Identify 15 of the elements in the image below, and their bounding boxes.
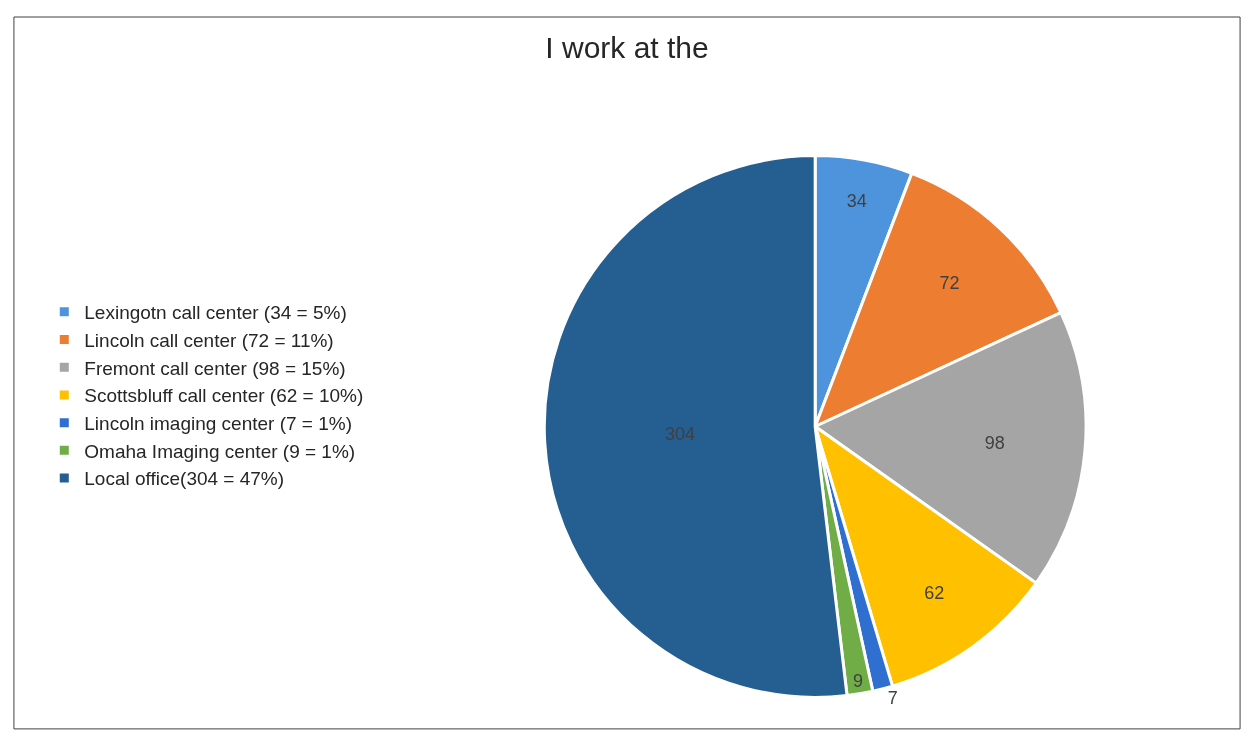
data-label: 9 [852,671,863,692]
data-label: 62 [924,582,945,603]
legend-label: Lincoln call center (72 = 11%) [84,329,334,351]
data-label: 98 [984,432,1005,453]
legend-label: Scottsbluff call center (62 = 10%) [84,385,364,407]
data-label: 304 [664,424,695,445]
legend-label: Local office(304 = 47%) [84,468,285,490]
data-label: 34 [846,190,867,211]
data-label: 7 [887,688,898,709]
legend-label: Lincoln imaging center (7 = 1%) [84,413,353,435]
legend-label: Lexingotn call center (34 = 5%) [84,302,347,324]
legend-label: Fremont call center (98 = 15%) [84,357,346,379]
legend-label: Omaha Imaging center (9 = 1%) [84,440,356,462]
data-label: 72 [939,272,960,293]
chart-title: I work at the [545,31,709,64]
